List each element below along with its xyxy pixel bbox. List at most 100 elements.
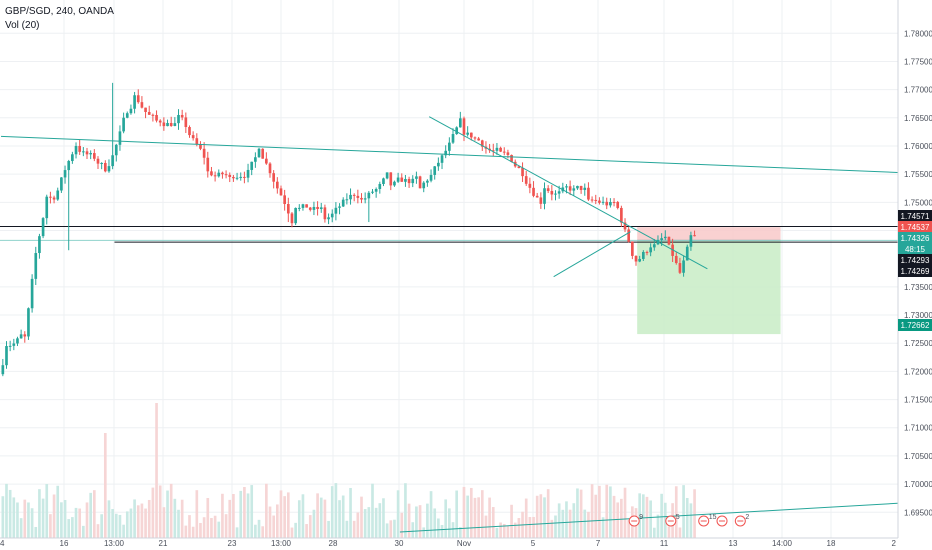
candle-body xyxy=(254,157,257,162)
price-badge-label: 1.74571 xyxy=(901,212,930,221)
volume-bar xyxy=(166,490,169,538)
candle-body xyxy=(587,187,590,200)
candle-body xyxy=(590,199,594,201)
volume-bar xyxy=(221,493,224,538)
volume-bar xyxy=(598,485,601,538)
volume-bar xyxy=(206,498,210,538)
candle-body xyxy=(19,334,23,339)
volume-bar xyxy=(34,526,38,538)
candle-body xyxy=(246,169,250,178)
volume-bar xyxy=(378,503,382,538)
position-tool[interactable] xyxy=(637,227,781,335)
candle-body xyxy=(345,199,349,201)
volume-bar xyxy=(356,512,360,538)
candle-body xyxy=(601,201,605,203)
y-tick-label: 1.72000 xyxy=(904,367,932,376)
candle-body xyxy=(367,192,371,199)
volume-bar xyxy=(45,484,49,538)
volume-bar xyxy=(125,511,129,538)
volume-bar xyxy=(422,527,426,538)
volume-bar xyxy=(385,523,389,538)
volume-bar xyxy=(71,517,74,538)
volume-bar xyxy=(312,509,316,538)
candle-body xyxy=(82,151,85,153)
candle-body xyxy=(195,138,199,145)
candle-body xyxy=(645,251,649,253)
candle-body xyxy=(576,185,579,189)
trendlines[interactable] xyxy=(0,116,898,533)
volume-bar xyxy=(433,508,437,538)
volume-bar xyxy=(371,483,374,538)
candle-body xyxy=(63,170,67,178)
candle-body xyxy=(682,260,685,273)
candle-body xyxy=(554,193,557,195)
volume-bar xyxy=(660,493,663,538)
volume-bar xyxy=(308,515,312,538)
volume-bar xyxy=(5,483,8,538)
candle-body xyxy=(374,189,378,192)
candle-body xyxy=(385,172,389,179)
volume-bar xyxy=(151,487,155,538)
candle-body xyxy=(466,132,469,135)
candle-body xyxy=(689,235,693,247)
candle-body xyxy=(469,132,473,138)
y-tick-label: 1.75500 xyxy=(904,170,932,179)
take-profit-zone xyxy=(637,240,781,335)
candle-body xyxy=(319,207,323,210)
volume-bar xyxy=(367,507,371,538)
candle-body xyxy=(378,183,382,190)
horizontal-lines[interactable] xyxy=(0,226,898,243)
candle-body xyxy=(521,168,524,177)
candle-body xyxy=(444,150,448,156)
volume-bar xyxy=(180,499,184,538)
candle-body xyxy=(100,162,103,164)
candle-body xyxy=(532,187,535,196)
volume-bar xyxy=(327,520,330,538)
candle-body xyxy=(67,161,71,171)
volume-bar xyxy=(114,513,118,538)
volume-bar xyxy=(693,489,696,538)
candle-body xyxy=(111,155,114,167)
volume-bar xyxy=(616,502,620,538)
price-badge xyxy=(898,232,932,244)
candle-body xyxy=(363,198,367,200)
price-badge-label: 48:15 xyxy=(905,245,926,254)
candle-body xyxy=(38,236,41,254)
candle-body xyxy=(620,207,623,223)
candle-body xyxy=(173,123,177,126)
candle-body xyxy=(609,201,612,206)
candle-body xyxy=(129,108,133,114)
volume-bar xyxy=(685,497,689,538)
volume-bar xyxy=(341,495,345,538)
candle-body xyxy=(188,127,191,136)
y-tick-label: 1.77500 xyxy=(904,57,932,66)
event-markers[interactable]: 9 5 15 2 xyxy=(628,514,749,527)
volume-bar xyxy=(191,526,195,538)
x-tick-label: 18 xyxy=(827,539,836,548)
candle-body xyxy=(294,207,297,224)
candle-body xyxy=(338,206,341,208)
candle-body xyxy=(396,177,400,182)
candle-body xyxy=(103,162,107,172)
candle-body xyxy=(162,122,166,127)
x-tick-label: 14:00 xyxy=(772,539,793,548)
candle-body xyxy=(250,161,254,170)
volume-bar xyxy=(93,490,96,538)
candle-body xyxy=(125,113,129,118)
volume-bar xyxy=(576,488,579,538)
candle-body xyxy=(52,197,56,200)
candle-body xyxy=(557,191,561,194)
volume-indicator-label[interactable]: Vol (20) xyxy=(5,20,40,31)
candle-body xyxy=(330,213,334,218)
candle-body xyxy=(685,246,689,261)
symbol-title[interactable]: GBP/SGD, 240, OANDA xyxy=(5,6,114,17)
volume-bar xyxy=(89,492,92,538)
volume-bar xyxy=(652,527,656,538)
volume-bar xyxy=(656,514,660,538)
candle-body xyxy=(206,157,210,172)
trendline xyxy=(553,231,631,278)
candle-body xyxy=(678,263,682,273)
volume-bar xyxy=(41,498,45,538)
